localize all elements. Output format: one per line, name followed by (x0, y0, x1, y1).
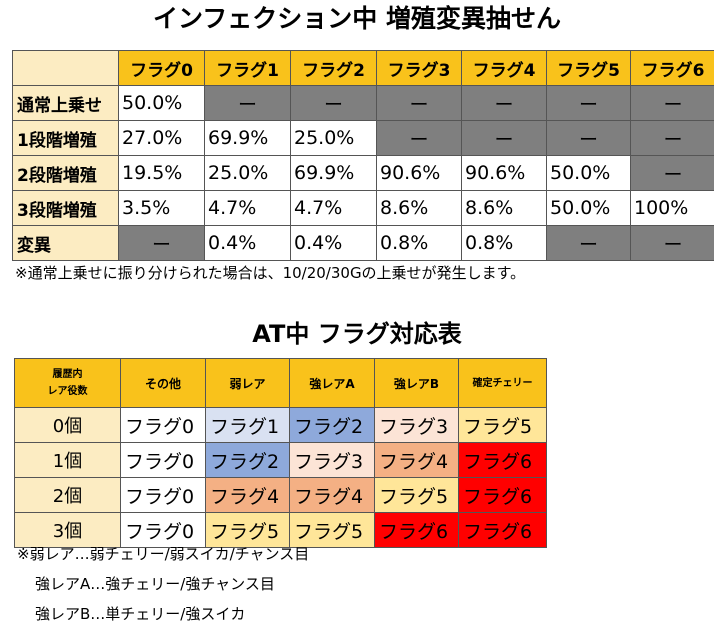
flag-cell: フラグ0 (120, 442, 206, 478)
table-row: 2個 フラグ0 フラグ4 フラグ4 フラグ5 フラグ6 (14, 477, 547, 513)
dash-cell: ー (461, 120, 547, 156)
flag-cell: フラグ6 (458, 512, 547, 548)
column-header: フラグ1 (204, 50, 291, 86)
value-cell: 90.6% (461, 155, 547, 191)
column-header: フラグ0 (118, 50, 205, 86)
dash-cell: ー (546, 225, 631, 261)
corner-line: 履歴内 (52, 369, 83, 380)
value-cell: 3.5% (118, 190, 205, 226)
value-cell: 69.9% (290, 155, 377, 191)
dash-cell: ー (461, 85, 547, 121)
flag-cell: フラグ5 (289, 512, 375, 548)
flag-cell: フラグ6 (458, 442, 547, 478)
dash-cell: ー (630, 85, 714, 121)
row-header: 2個 (14, 477, 121, 513)
flag-cell: フラグ5 (205, 512, 290, 548)
table-row: 1段階増殖 27.0% 69.9% 25.0% ーーーー (12, 120, 714, 156)
value-cell: 69.9% (204, 120, 291, 156)
flag-cell: フラグ2 (289, 407, 375, 443)
flag-cell: フラグ0 (120, 477, 206, 513)
table-row: 変異ー 0.4% 0.4% 0.8% 0.8% ーー (12, 225, 714, 261)
value-cell: 19.5% (118, 155, 205, 191)
value-cell: 50.0% (546, 155, 631, 191)
value-cell: 100% (630, 190, 714, 226)
dash-cell: ー (630, 155, 714, 191)
flag-cell: フラグ2 (205, 442, 290, 478)
table-row: 通常上乗せ 50.0% ーーーーーー (12, 85, 714, 121)
column-header: 強レアB (374, 358, 459, 408)
value-cell: 4.7% (290, 190, 377, 226)
table-row: 3段階増殖 3.5% 4.7% 4.7% 8.6% 8.6% 50.0% 100% (12, 190, 714, 226)
page-title: インフェクション中 増殖変異抽せん (153, 4, 561, 33)
column-header: 強レアA (289, 358, 375, 408)
dash-cell: ー (118, 225, 205, 261)
value-cell: 50.0% (546, 190, 631, 226)
flag-cell: フラグ5 (374, 477, 459, 513)
flag-table: 履歴内 レア役数 その他 弱レア 強レアA 強レアB 確定チェリー 0個 フラグ0 フラグ1 フラグ… (14, 358, 547, 548)
flag-cell: フラグ5 (458, 407, 547, 443)
dash-cell: ー (630, 225, 714, 261)
column-header: その他 (120, 358, 206, 408)
flag-cell: フラグ3 (374, 407, 459, 443)
value-cell: 0.4% (204, 225, 291, 261)
footnote-strong-rare-a: 強レアA…強チェリー/強チャンス目 (35, 575, 275, 593)
dash-cell: ー (546, 120, 631, 156)
column-header: フラグ5 (546, 50, 631, 86)
header-row: フラグ0 フラグ1 フラグ2 フラグ3 フラグ4 フラグ5 フラグ6 (12, 50, 714, 86)
dash-cell: ー (376, 120, 462, 156)
column-header: フラグ2 (290, 50, 377, 86)
value-cell: 50.0% (118, 85, 205, 121)
flag-cell: フラグ0 (120, 407, 206, 443)
row-header: 1段階増殖 (12, 120, 119, 156)
dash-cell: ー (290, 85, 377, 121)
dash-cell: ー (204, 85, 291, 121)
table-row: 2段階増殖 19.5% 25.0% 69.9% 90.6% 90.6% 50.0% ー (12, 155, 714, 191)
header-row: 履歴内 レア役数 その他 弱レア 強レアA 強レアB 確定チェリー (14, 358, 547, 408)
table-row: 1個 フラグ0 フラグ2 フラグ3 フラグ4 フラグ6 (14, 442, 547, 478)
flag-cell: フラグ3 (289, 442, 375, 478)
column-header: フラグ3 (376, 50, 462, 86)
row-header: 2段階増殖 (12, 155, 119, 191)
flag-cell: フラグ4 (289, 477, 375, 513)
flag-cell: フラグ4 (374, 442, 459, 478)
row-header: 0個 (14, 407, 121, 443)
row-header: 通常上乗せ (12, 85, 119, 121)
flag-cell: フラグ6 (374, 512, 459, 548)
dash-cell: ー (376, 85, 462, 121)
column-header: 確定チェリー (458, 358, 547, 408)
value-cell: 90.6% (376, 155, 462, 191)
column-header: フラグ6 (630, 50, 714, 86)
value-cell: 27.0% (118, 120, 205, 156)
value-cell: 8.6% (461, 190, 547, 226)
column-header: 弱レア (205, 358, 290, 408)
infection-table: フラグ0 フラグ1 フラグ2 フラグ3 フラグ4 フラグ5 フラグ6 通常上乗せ 50.0% ーー… (12, 50, 714, 261)
dash-cell: ー (546, 85, 631, 121)
corner-line: レア役数 (47, 386, 88, 397)
flag-cell: フラグ1 (205, 407, 290, 443)
table-row: 3個 フラグ0 フラグ5 フラグ5 フラグ6 フラグ6 (14, 512, 547, 548)
value-cell: 25.0% (204, 155, 291, 191)
flag-cell: フラグ6 (458, 477, 547, 513)
row-header: 変異 (12, 225, 119, 261)
corner-cell (12, 50, 119, 86)
value-cell: 8.6% (376, 190, 462, 226)
row-header: 1個 (14, 442, 121, 478)
section-title: AT中 フラグ対応表 (252, 320, 462, 348)
dash-cell: ー (630, 120, 714, 156)
corner-header: 履歴内 レア役数 (14, 358, 121, 408)
flag-cell: フラグ0 (120, 512, 206, 548)
footnote: ※通常上乗せに振り分けられた場合は、10/20/30Gの上乗せが発生します。 (15, 264, 526, 282)
flag-cell: フラグ4 (205, 477, 290, 513)
footnote-strong-rare-b: 強レアB…単チェリー/強スイカ (35, 605, 246, 623)
value-cell: 0.8% (376, 225, 462, 261)
value-cell: 4.7% (204, 190, 291, 226)
column-header: フラグ4 (461, 50, 547, 86)
value-cell: 0.8% (461, 225, 547, 261)
row-header: 3個 (14, 512, 121, 548)
footnote-weak-rare: ※弱レア…弱チェリー/弱スイカ/チャンス目 (17, 545, 310, 563)
value-cell: 25.0% (290, 120, 377, 156)
row-header: 3段階増殖 (12, 190, 119, 226)
value-cell: 0.4% (290, 225, 377, 261)
table-row: 0個 フラグ0 フラグ1 フラグ2 フラグ3 フラグ5 (14, 407, 547, 443)
